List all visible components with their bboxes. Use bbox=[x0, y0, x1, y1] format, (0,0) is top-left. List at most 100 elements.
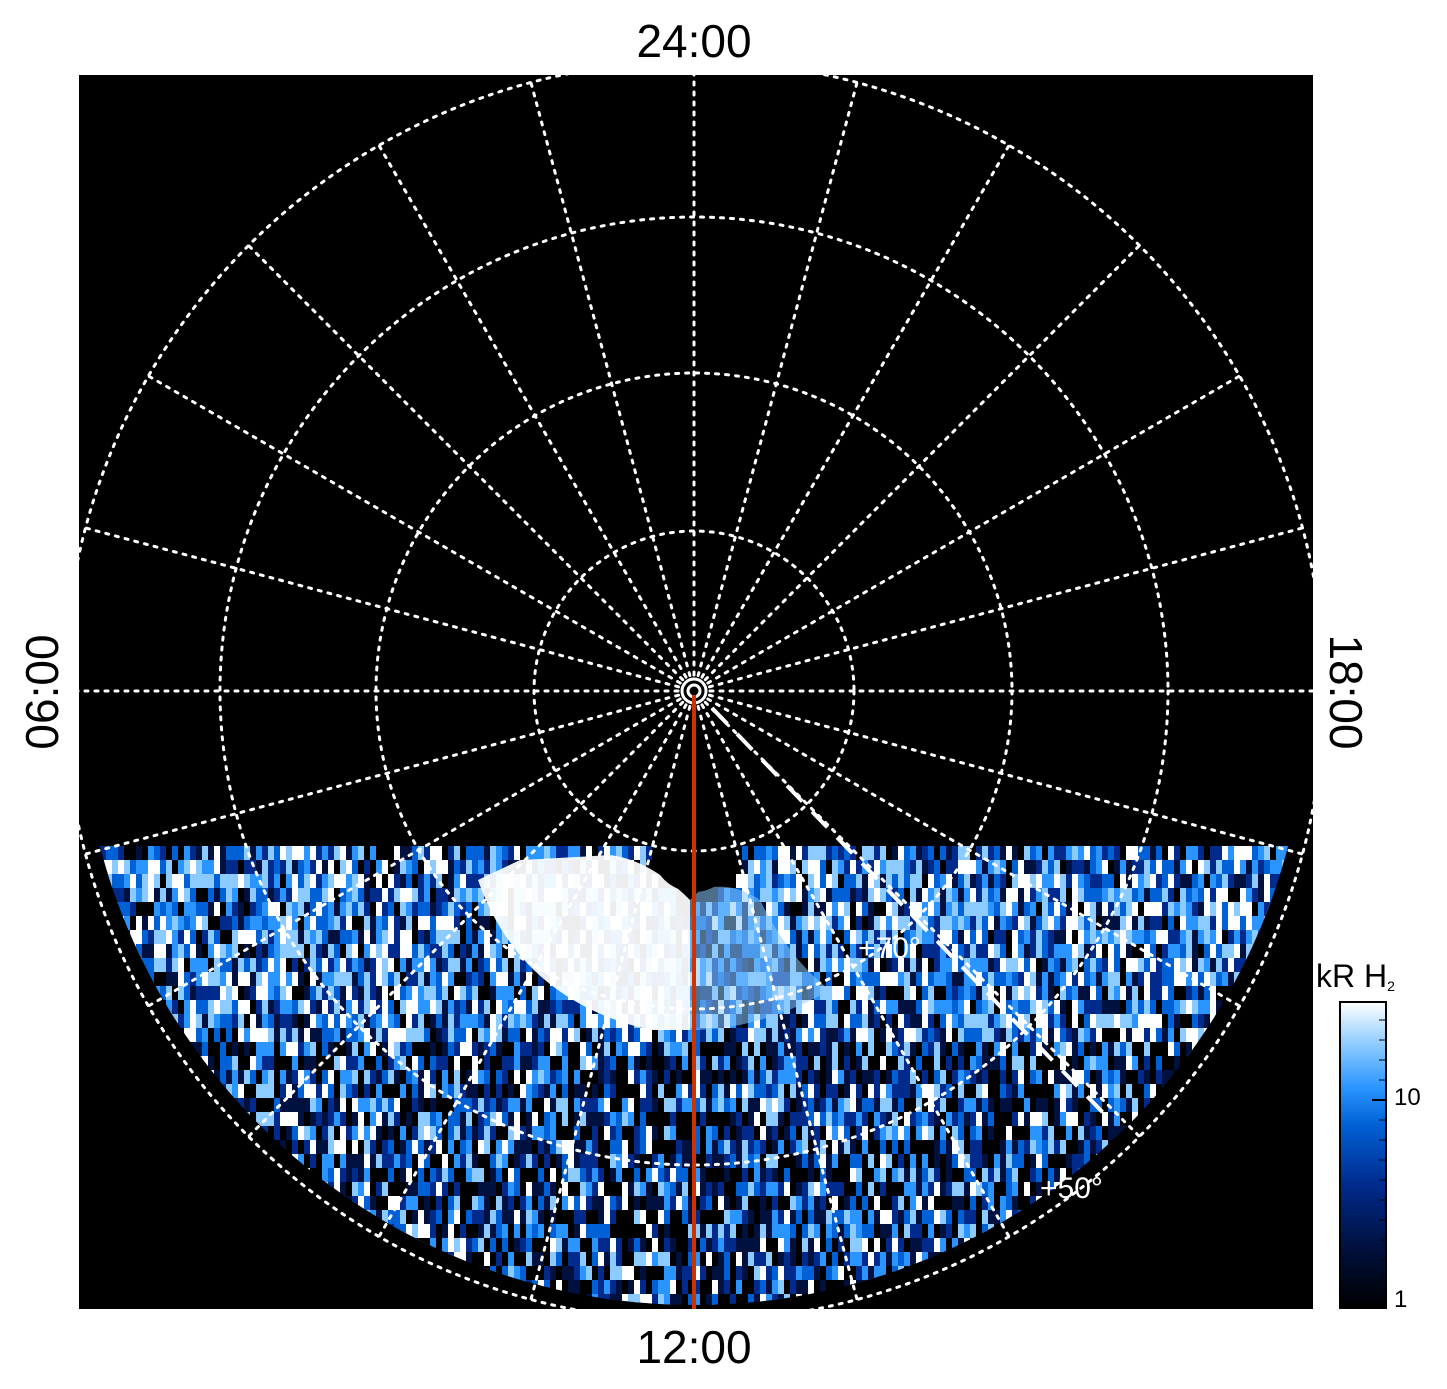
emission-pixel bbox=[154, 1308, 160, 1341]
emission-pixel bbox=[532, 1266, 538, 1285]
emission-pixel bbox=[820, 916, 826, 939]
emission-pixel bbox=[364, 888, 370, 907]
emission-pixel bbox=[868, 1140, 874, 1165]
emission-pixel bbox=[898, 1140, 904, 1155]
emission-pixel bbox=[748, 1098, 754, 1124]
emission-pixel bbox=[802, 1000, 808, 1023]
emission-pixel bbox=[478, 902, 484, 921]
emission-pixel bbox=[784, 874, 790, 896]
emission-pixel bbox=[334, 1112, 340, 1126]
emission-pixel bbox=[676, 1028, 682, 1051]
emission-pixel bbox=[520, 1126, 526, 1148]
emission-pixel bbox=[736, 1070, 742, 1087]
emission-pixel bbox=[880, 902, 886, 916]
emission-pixel bbox=[778, 1196, 784, 1211]
emission-pixel bbox=[820, 1266, 826, 1283]
emission-pixel bbox=[496, 1098, 502, 1125]
emission-pixel bbox=[178, 902, 184, 916]
emission-pixel bbox=[670, 1126, 676, 1152]
emission-pixel bbox=[304, 1084, 310, 1104]
emission-pixel bbox=[682, 1056, 688, 1076]
emission-pixel bbox=[772, 1238, 778, 1262]
emission-pixel bbox=[688, 1280, 694, 1294]
emission-pixel bbox=[190, 1014, 196, 1037]
emission-pixel bbox=[430, 916, 436, 938]
emission-pixel bbox=[478, 1308, 484, 1329]
emission-pixel bbox=[478, 846, 484, 868]
emission-pixel bbox=[592, 1280, 598, 1298]
emission-pixel bbox=[784, 902, 790, 928]
emission-pixel bbox=[880, 1252, 886, 1272]
emission-pixel bbox=[562, 1070, 568, 1093]
emission-pixel bbox=[862, 1126, 868, 1148]
emission-pixel bbox=[688, 1056, 694, 1077]
emission-pixel bbox=[358, 1098, 364, 1119]
emission-pixel bbox=[244, 860, 250, 879]
emission-pixel bbox=[910, 972, 916, 987]
emission-pixel bbox=[184, 1000, 190, 1014]
emission-pixel bbox=[856, 1112, 862, 1126]
emission-pixel bbox=[418, 1196, 424, 1222]
emission-pixel bbox=[814, 1098, 820, 1114]
emission-pixel bbox=[394, 1140, 400, 1164]
emission-pixel bbox=[832, 1182, 838, 1208]
emission-pixel bbox=[148, 958, 154, 977]
emission-pixel bbox=[892, 860, 898, 880]
emission-pixel bbox=[532, 846, 538, 866]
emission-pixel bbox=[796, 1098, 802, 1116]
emission-pixel bbox=[544, 1252, 550, 1273]
emission-pixel bbox=[742, 1210, 748, 1232]
emission-pixel bbox=[214, 1014, 220, 1031]
emission-pixel bbox=[862, 1182, 868, 1203]
emission-pixel bbox=[808, 1224, 814, 1239]
emission-pixel bbox=[874, 1112, 880, 1136]
emission-pixel bbox=[850, 1140, 856, 1155]
emission-pixel bbox=[706, 1168, 712, 1183]
emission-pixel bbox=[286, 986, 292, 1013]
emission-pixel bbox=[814, 1266, 820, 1293]
emission-pixel bbox=[604, 1014, 610, 1036]
emission-pixel bbox=[628, 1238, 634, 1260]
emission-pixel bbox=[730, 1112, 736, 1132]
emission-pixel bbox=[850, 1098, 856, 1120]
emission-pixel bbox=[832, 1000, 838, 1022]
emission-pixel bbox=[352, 958, 358, 972]
emission-pixel bbox=[574, 1280, 580, 1302]
emission-pixel bbox=[232, 888, 238, 909]
emission-pixel bbox=[634, 1070, 640, 1089]
emission-pixel bbox=[802, 1266, 808, 1283]
emission-pixel bbox=[886, 1028, 892, 1054]
emission-pixel bbox=[742, 1182, 748, 1201]
emission-pixel bbox=[862, 1028, 868, 1052]
emission-pixel bbox=[790, 902, 796, 926]
emission-pixel bbox=[886, 958, 892, 982]
emission-pixel bbox=[364, 1154, 370, 1170]
emission-pixel bbox=[424, 1056, 430, 1083]
emission-pixel bbox=[322, 1056, 328, 1080]
emission-pixel bbox=[238, 958, 244, 976]
emission-pixel bbox=[472, 1140, 478, 1163]
emission-pixel bbox=[196, 860, 202, 885]
emission-pixel bbox=[808, 958, 814, 982]
emission-pixel bbox=[316, 860, 322, 887]
emission-pixel bbox=[646, 1028, 652, 1054]
emission-pixel bbox=[862, 1210, 868, 1224]
emission-pixel bbox=[808, 1014, 814, 1028]
emission-pixel bbox=[454, 1210, 460, 1227]
emission-pixel bbox=[568, 1280, 574, 1305]
emission-pixel bbox=[820, 1000, 826, 1027]
emission-pixel bbox=[508, 1224, 514, 1243]
emission-pixel bbox=[634, 1168, 640, 1185]
emission-pixel bbox=[904, 860, 910, 874]
emission-pixel bbox=[238, 1308, 244, 1333]
emission-pixel bbox=[802, 1210, 808, 1227]
emission-pixel bbox=[820, 1224, 826, 1247]
emission-pixel bbox=[244, 930, 250, 955]
emission-pixel bbox=[454, 1042, 460, 1063]
emission-pixel bbox=[676, 1252, 682, 1267]
emission-pixel bbox=[154, 916, 160, 942]
emission-pixel bbox=[868, 1308, 874, 1326]
emission-pixel bbox=[562, 1280, 568, 1298]
emission-pixel bbox=[724, 1168, 730, 1195]
emission-pixel bbox=[832, 846, 838, 860]
